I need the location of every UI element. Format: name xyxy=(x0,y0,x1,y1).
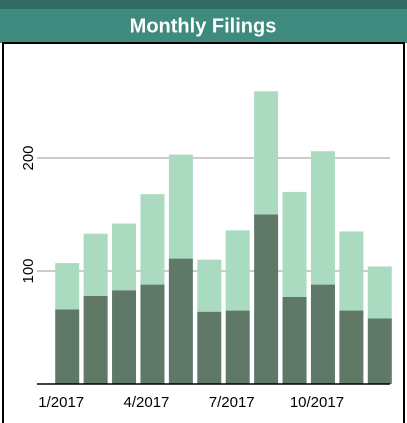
bar-segment xyxy=(197,311,222,384)
bar-segment xyxy=(112,223,137,291)
bar-segment xyxy=(310,284,335,384)
bar-segment xyxy=(254,214,279,384)
bar-segment xyxy=(168,258,193,384)
bar-segment xyxy=(112,290,137,384)
bar-segment xyxy=(225,230,250,311)
bar-segment xyxy=(339,231,364,311)
frame xyxy=(2,42,405,423)
bar-segment xyxy=(225,310,250,384)
bar-segment xyxy=(83,295,108,384)
x-tick-label: 1/2017 xyxy=(38,394,84,411)
bar-segment xyxy=(367,266,392,319)
bar-segment xyxy=(168,154,193,259)
x-tick-label: 7/2017 xyxy=(209,394,255,411)
x-tick-label: 10/2017 xyxy=(290,394,344,411)
bar-segment xyxy=(197,259,222,312)
title-bar xyxy=(0,9,407,43)
bar-segment xyxy=(282,296,307,384)
bar-segment xyxy=(367,318,392,384)
chart-title: Monthly Filings xyxy=(130,15,277,37)
bar-segment xyxy=(83,233,108,296)
x-tick-label: 4/2017 xyxy=(124,394,170,411)
bar-segment xyxy=(310,151,335,285)
bar-segment xyxy=(254,91,279,215)
bar-segment xyxy=(55,309,80,384)
y-tick-label: 200 xyxy=(20,145,37,170)
bar-segment xyxy=(339,310,364,384)
bar-segment xyxy=(282,191,307,297)
top-strip xyxy=(0,0,407,9)
bar-segment xyxy=(140,284,165,384)
bar-segment xyxy=(55,263,80,310)
bar-segment xyxy=(140,194,165,285)
y-tick-label: 100 xyxy=(20,258,37,283)
